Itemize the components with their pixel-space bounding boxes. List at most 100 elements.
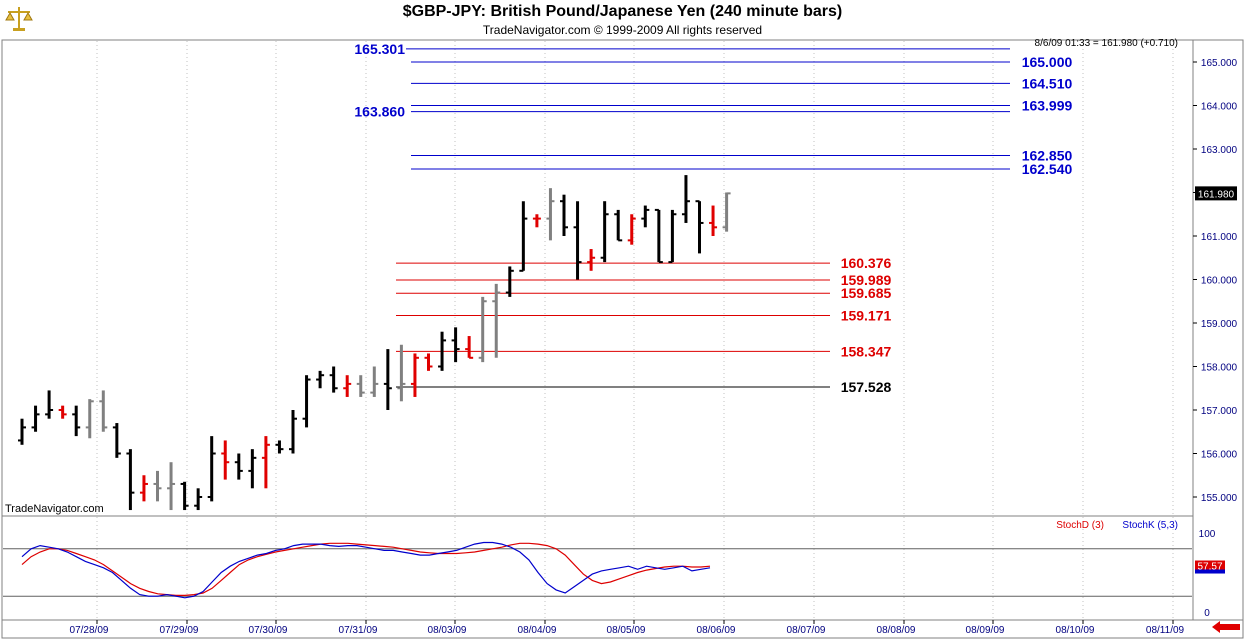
ohlc-bar [546,188,555,241]
date-tick-label: 08/05/09 [607,625,646,636]
ohlc-bar [139,475,148,502]
watermark: TradeNavigator.com [5,503,104,515]
ohlc-bar [438,331,447,371]
ohlc-bar [573,201,582,280]
ohlc-bar [478,296,487,363]
ohlc-bar [627,214,636,245]
ohlc-bar [207,436,216,502]
price-tick-label: 157.000 [1201,406,1238,417]
date-tick-label: 07/30/09 [249,625,288,636]
date-axis: 07/28/09 07/29/09 07/30/09 07/31/09 08/03/09… [70,620,1185,636]
ohlc-bar [58,405,67,419]
ohlc-bar [112,423,121,458]
resistance-level-label: 164.510 [1022,75,1073,91]
ohlc-bar [383,349,392,410]
price-axis-frame [1192,39,1244,621]
ohlc-bar [587,249,596,271]
chart-title: $GBP-JPY: British Pound/Japanese Yen (24… [402,3,843,20]
ohlc-bar [397,344,406,402]
ohlc-bar [492,283,501,358]
ohlc-bar [370,366,379,397]
chart-header: $GBP-JPY: British Pound/Japanese Yen (24… [0,0,1245,40]
date-tick-label: 08/10/09 [1056,625,1095,636]
support-level-label: 159.171 [841,308,892,324]
date-tick-label: 08/09/09 [966,625,1005,636]
stoch-series-line [21,542,711,597]
info-line: 8/6/09 01:33 = 161.980 (+0.710) [1035,38,1178,49]
resistance-level-label: 165.000 [1022,54,1073,70]
ohlc-bar [641,205,650,228]
price-tick-label: 155.000 [1201,493,1238,504]
resistance-level-label: 162.850 [1022,148,1073,164]
date-tick-label: 07/28/09 [70,625,109,636]
price-tick-label: 159.000 [1201,319,1238,330]
ohlc-bar [532,214,541,228]
ohlc-bar [261,436,270,489]
date-tick-label: 07/31/09 [339,625,378,636]
ohlc-bar [614,209,623,242]
ohlc-bar [451,327,460,363]
stoch-last-value-marker-k [1195,569,1225,574]
base-level-label: 157.528 [841,379,892,395]
ohlc-bar [234,453,243,480]
price-tick-label: 164.000 [1201,102,1238,113]
resistance-level-label: 163.999 [1022,98,1073,114]
price-tick-label: 165.000 [1201,58,1238,69]
support-level-label: 158.347 [841,343,892,359]
ohlc-bar [410,353,419,397]
grid-lines [96,41,1174,619]
ohlc-bar [695,200,704,254]
resistance-level-label: 165.301 [354,41,405,57]
scales-icon [5,7,33,31]
price-tick-label: 160.000 [1201,276,1238,287]
date-tick-label: 08/04/09 [518,625,557,636]
resistance-level-label: 162.540 [1022,161,1073,177]
stoch-last-value-label: 57.57 [1197,562,1222,573]
ohlc-bar [722,192,731,232]
date-tick-label: 07/29/09 [160,625,199,636]
support-level-label: 159.685 [841,285,892,301]
price-bars [18,175,731,511]
date-tick-label: 08/03/09 [428,625,467,636]
price-axis: 155.000 156.000 157.000 158.000 159.000 160.0… [1193,58,1238,504]
ohlc-bar [45,390,54,419]
ohlc-bar [289,410,297,454]
legend-stochk: StochK (5,3) [1122,520,1178,531]
ohlc-bar [275,440,284,454]
ohlc-bar [600,201,609,263]
price-levels: 165.301 165.000 164.510 163.999 163.860 162.8… [354,41,1072,395]
date-tick-label: 08/08/09 [877,625,916,636]
ohlc-bar [560,194,568,236]
date-tick-label: 08/07/09 [787,625,826,636]
last-price-label: 161.980 [1198,189,1235,200]
ohlc-bar [167,462,176,511]
ohlc-bar [153,470,162,502]
legend-stochd: StochD (3) [1056,520,1104,531]
ohlc-bar [343,375,352,397]
ohlc-bar [356,375,365,397]
ohlc-bar [31,405,40,432]
ohlc-bar [248,449,257,489]
ohlc-bar [668,209,677,264]
ohlc-bar [221,440,230,480]
ohlc-bar [302,375,311,428]
ohlc-bar [654,208,663,264]
ohlc-bar [126,449,135,511]
stoch-tick-label: 100 [1199,529,1216,540]
ohlc-bar [424,353,433,371]
ohlc-bar [194,488,203,511]
stochastic-pane: 100 0 StochD (3) StochK (5,3) 57.57 [3,520,1225,619]
date-tick-label: 08/11/09 [1146,625,1185,636]
scroll-left-arrow-icon[interactable] [1212,621,1240,633]
stoch-tick-label: 0 [1204,608,1210,619]
ohlc-bar [329,366,338,393]
ohlc-bar [180,481,189,511]
last-price-marker [1195,186,1237,201]
price-tick-label: 156.000 [1201,450,1238,461]
ohlc-bar [85,399,94,439]
ohlc-bar [519,201,528,272]
ohlc-bar [18,418,26,445]
ohlc-bar [681,175,690,223]
ohlc-bar [465,336,474,359]
